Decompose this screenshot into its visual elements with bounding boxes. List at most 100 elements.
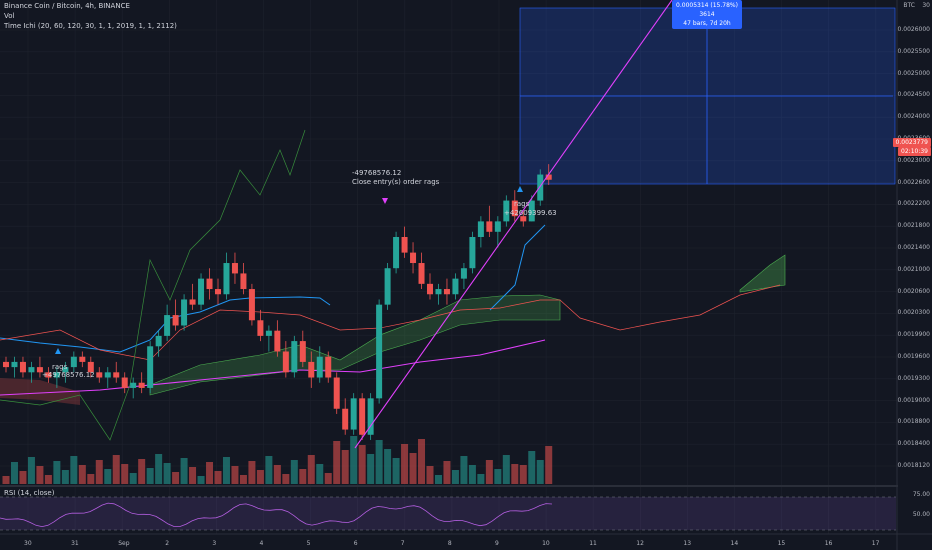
price-axis-label: 0.0018800 bbox=[897, 418, 930, 426]
candle bbox=[291, 335, 298, 378]
candle bbox=[359, 393, 366, 440]
candle bbox=[342, 398, 349, 435]
time-axis-label: 13 bbox=[683, 540, 692, 547]
time-axis-label: 3 bbox=[212, 540, 217, 547]
candle bbox=[19, 356, 26, 378]
candle bbox=[28, 361, 35, 383]
price-axis-label: 0.0022200 bbox=[897, 200, 930, 208]
price-axis-currency[interactable]: BTC bbox=[903, 2, 915, 9]
volume-bar bbox=[265, 456, 273, 484]
candle bbox=[172, 299, 179, 331]
candle bbox=[384, 263, 391, 310]
candle bbox=[113, 361, 120, 383]
exit-arrow-down bbox=[382, 198, 388, 204]
price-axis-label: 0.0021000 bbox=[897, 265, 930, 273]
time-axis-label: 31 bbox=[71, 540, 79, 547]
countdown-tag: 02:10:39 bbox=[898, 147, 931, 156]
candle bbox=[308, 351, 315, 388]
volume-bar bbox=[494, 469, 502, 484]
time-axis-label: 10 bbox=[542, 540, 550, 547]
volume-bar bbox=[53, 461, 61, 484]
volume-bar bbox=[477, 474, 485, 484]
candle bbox=[376, 299, 383, 404]
time-axis-label: 7 bbox=[400, 540, 405, 547]
volume-bar bbox=[358, 445, 366, 484]
volume-bar bbox=[104, 469, 112, 484]
candle bbox=[460, 263, 467, 290]
volume-bar bbox=[256, 470, 264, 484]
symbol-title[interactable]: Binance Coin / Bitcoin, 4h, BINANCE bbox=[4, 2, 130, 10]
candle bbox=[528, 195, 535, 222]
last-price-tag: 0.0023779 bbox=[892, 138, 931, 147]
time-axis-label: 8 bbox=[447, 540, 452, 547]
price-axis-label: 0.0018400 bbox=[897, 440, 930, 448]
candlestick-series bbox=[3, 164, 552, 440]
volume-bar bbox=[375, 440, 383, 484]
candle bbox=[215, 278, 221, 305]
time-axis-label: 17 bbox=[871, 540, 880, 547]
candle bbox=[223, 252, 230, 300]
ichimoku-legend[interactable]: Time Ichi (20, 60, 120, 30, 1, 1, 2019, … bbox=[4, 22, 177, 30]
candle bbox=[138, 372, 145, 394]
volume-bar bbox=[316, 464, 324, 484]
volume-bar bbox=[418, 439, 426, 484]
volume-bar bbox=[172, 472, 180, 484]
time-axis-label: 5 bbox=[306, 540, 311, 547]
candle bbox=[393, 231, 400, 274]
volume-bar bbox=[299, 469, 307, 484]
volume-bar bbox=[248, 461, 256, 484]
candle bbox=[486, 205, 493, 237]
candle bbox=[3, 356, 9, 373]
price-axis-top[interactable]: 30 bbox=[922, 2, 930, 9]
volume-bar bbox=[519, 465, 527, 484]
candle bbox=[435, 283, 442, 305]
right-entry-name: rags bbox=[514, 200, 530, 208]
candle bbox=[350, 393, 357, 435]
candle bbox=[265, 325, 272, 352]
rsi-level-75: 75.00 bbox=[912, 491, 930, 498]
volume-bar bbox=[536, 460, 544, 484]
candle bbox=[45, 367, 52, 383]
lagging-line bbox=[0, 284, 781, 361]
volume-bar bbox=[545, 446, 553, 484]
candle bbox=[418, 252, 425, 290]
volume-legend[interactable]: Vol bbox=[4, 12, 15, 20]
candle bbox=[104, 367, 111, 388]
price-axis-label: 0.0021800 bbox=[897, 222, 930, 230]
volume-bar bbox=[27, 457, 35, 484]
volume-bar bbox=[485, 460, 493, 484]
volume-bar bbox=[61, 470, 69, 484]
candle bbox=[147, 341, 154, 394]
time-axis-label: 6 bbox=[353, 540, 358, 547]
measure-tooltip-price: 0.0005314 (15.78%) 3614 bbox=[676, 2, 738, 18]
volume-bar bbox=[10, 462, 18, 484]
time-axis-label: 15 bbox=[777, 540, 786, 547]
volume-bar bbox=[231, 466, 239, 484]
candle bbox=[401, 226, 408, 258]
price-axis-label: 0.0020300 bbox=[897, 309, 930, 317]
candle bbox=[367, 393, 374, 440]
volume-bar bbox=[121, 464, 129, 484]
time-axis-label: 9 bbox=[495, 540, 499, 547]
volume-bar bbox=[138, 459, 146, 484]
rsi-legend[interactable]: RSI (14, close) bbox=[4, 489, 55, 497]
time-axis-label: 16 bbox=[824, 540, 833, 547]
candle bbox=[333, 372, 340, 414]
price-axis-label: 0.0025000 bbox=[897, 69, 930, 77]
candle bbox=[443, 278, 450, 305]
volume-bar bbox=[78, 465, 86, 484]
rsi-line bbox=[0, 502, 553, 528]
price-axis-label: 0.0026000 bbox=[897, 26, 930, 33]
candle bbox=[316, 346, 323, 383]
volume-bar bbox=[273, 465, 281, 484]
price-axis-label: 0.0024500 bbox=[897, 91, 930, 99]
volume-bar bbox=[451, 470, 459, 484]
time-axis-label: 11 bbox=[589, 540, 597, 547]
volume-bars bbox=[2, 436, 553, 484]
price-axis-label: 0.0018120 bbox=[897, 462, 930, 469]
trendline[interactable] bbox=[354, 0, 673, 449]
volume-bar bbox=[307, 455, 315, 484]
close-order-value: -49768576.12 bbox=[352, 169, 402, 177]
volume-bar bbox=[392, 458, 400, 484]
